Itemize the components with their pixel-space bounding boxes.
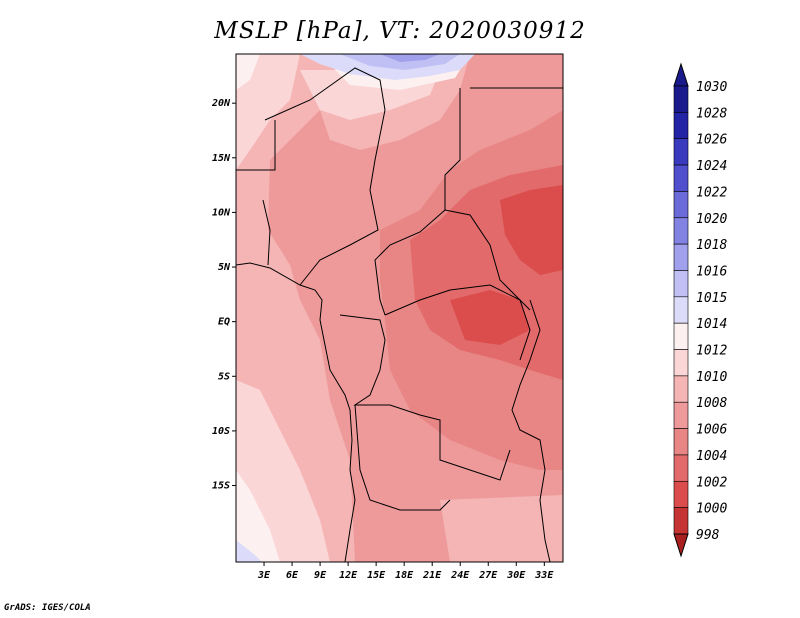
border-east bbox=[511, 299, 551, 562]
colorbar-label: 1022 bbox=[696, 185, 727, 200]
colorbar-segment bbox=[673, 164, 689, 192]
colorbar-label: 1015 bbox=[696, 291, 727, 306]
pressure-zone-1002-ne bbox=[500, 185, 563, 275]
border-car bbox=[444, 209, 531, 311]
colorbar-label: 1010 bbox=[696, 370, 727, 385]
pressure-zone-1012-nw bbox=[236, 54, 300, 170]
border-drc-north bbox=[384, 284, 531, 361]
colorbar-segment bbox=[673, 428, 689, 456]
colorbar-segment bbox=[673, 480, 689, 508]
lon-label: 3E bbox=[257, 570, 271, 581]
lon-label: 6E bbox=[286, 570, 299, 581]
border-niger bbox=[236, 120, 276, 171]
lat-label: 5S bbox=[218, 371, 230, 382]
colorbar-segment bbox=[673, 375, 689, 403]
colorbar-label: 1028 bbox=[696, 106, 727, 121]
pressure-zone-1014-sw bbox=[236, 470, 280, 562]
colorbar-label: 1016 bbox=[696, 264, 727, 279]
pressure-zone-1002-c bbox=[450, 290, 530, 345]
colorbar-label: 1014 bbox=[696, 317, 727, 332]
colorbar-segment bbox=[673, 191, 689, 219]
lat-label: EQ bbox=[218, 317, 230, 328]
lon-label: 12E bbox=[339, 570, 358, 581]
pressure-zone-1010-se bbox=[440, 495, 563, 562]
colorbar-segment bbox=[673, 322, 689, 350]
colorbar-segment bbox=[673, 401, 689, 429]
colorbar-top-arrow bbox=[673, 62, 689, 87]
colorbar-label: 1024 bbox=[696, 159, 727, 174]
border-drc-south bbox=[339, 314, 511, 481]
pressure-zone-1015-sw bbox=[236, 540, 262, 562]
colorbar-segment bbox=[673, 217, 689, 245]
colorbar: 1030 1028 1026 1024 1022 1020 1018 1016 1015 1014… bbox=[673, 62, 727, 558]
colorbar-label: 1020 bbox=[696, 212, 727, 227]
lon-label: 15E bbox=[367, 570, 386, 581]
border-angola bbox=[354, 404, 451, 511]
colorbar-bottom-arrow bbox=[673, 533, 689, 558]
map-frame bbox=[235, 53, 564, 563]
lat-label: 20N bbox=[211, 98, 231, 109]
colorbar-segment bbox=[673, 243, 689, 271]
colorbar-label: 1008 bbox=[696, 396, 727, 411]
colorbar-label: 1004 bbox=[696, 449, 727, 464]
colorbar-segment bbox=[673, 138, 689, 166]
colorbar-label: 1030 bbox=[696, 80, 727, 95]
lon-label: 33E bbox=[534, 570, 554, 581]
lat-label: 5N bbox=[218, 262, 231, 273]
colorbar-label: 1026 bbox=[696, 133, 727, 148]
pressure-zone-1014-nw bbox=[236, 54, 260, 90]
colorbar-segment bbox=[673, 270, 689, 298]
lat-label: 10N bbox=[212, 207, 231, 218]
footer-credit: GrADS: IGES/COLA bbox=[4, 603, 91, 613]
colorbar-segment bbox=[673, 454, 689, 482]
lon-label: 27E bbox=[478, 570, 498, 581]
map-title: MSLP [hPa], VT: 2020030912 bbox=[214, 18, 586, 44]
colorbar-segment bbox=[673, 85, 689, 113]
colorbar-label: 998 bbox=[696, 528, 720, 543]
border-chad bbox=[374, 88, 461, 316]
lon-label: 9E bbox=[314, 570, 327, 581]
colorbar-label: 1018 bbox=[696, 238, 727, 253]
lon-label: 30E bbox=[506, 570, 526, 581]
lon-label: 21E bbox=[422, 570, 442, 581]
latitude-axis: 20N 15N 10N 5N EQ 5S 10S 15S bbox=[211, 98, 236, 492]
colorbar-label: 1006 bbox=[696, 423, 727, 438]
lon-label: 24E bbox=[450, 570, 470, 581]
colorbar-segment bbox=[673, 296, 689, 324]
coastline-west bbox=[236, 262, 356, 562]
colorbar-label: 1012 bbox=[696, 344, 727, 359]
colorbar-segment bbox=[673, 349, 689, 377]
lat-label: 15S bbox=[212, 481, 230, 492]
lat-label: 15N bbox=[212, 153, 231, 164]
colorbar-segment bbox=[673, 112, 689, 140]
lat-label: 10S bbox=[212, 426, 230, 437]
border-west-africa bbox=[262, 199, 271, 266]
pressure-zone-1018-n bbox=[380, 54, 440, 62]
colorbar-label: 1000 bbox=[696, 502, 727, 517]
borders bbox=[236, 67, 563, 562]
pressure-field bbox=[236, 54, 563, 562]
colorbar-segment bbox=[673, 507, 689, 535]
longitude-axis: 3E 6E 9E 12E 15E 18E 21E 24E 27E 30E 33E bbox=[257, 562, 554, 581]
border-north bbox=[264, 67, 386, 286]
lon-label: 18E bbox=[395, 570, 414, 581]
colorbar-label: 1002 bbox=[696, 475, 727, 490]
